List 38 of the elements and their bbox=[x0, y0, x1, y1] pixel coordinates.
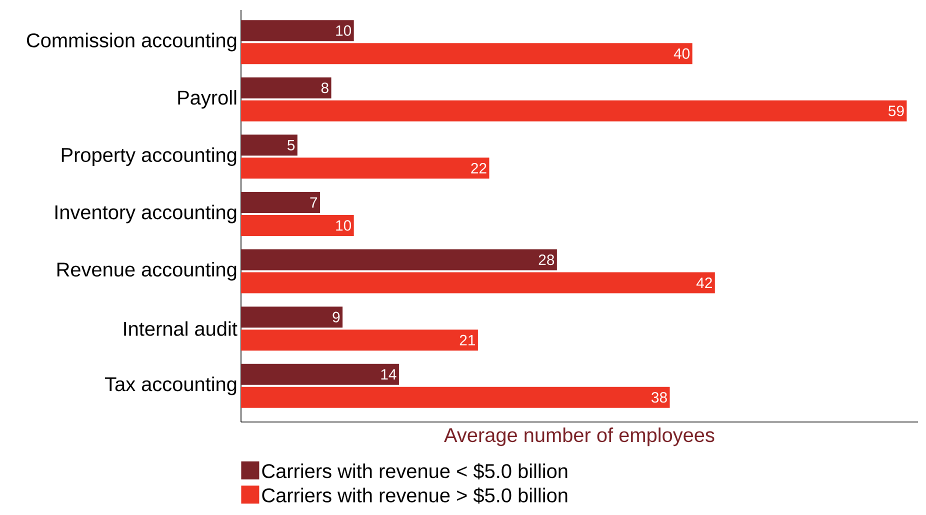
data-label: 59 bbox=[888, 106, 904, 116]
bar bbox=[241, 386, 670, 408]
y-tick-label: Commission accounting bbox=[26, 32, 236, 52]
bar bbox=[241, 158, 490, 179]
bar bbox=[241, 77, 332, 98]
data-label: 9 bbox=[332, 312, 340, 322]
bar bbox=[241, 20, 354, 42]
y-tick-label: Property accounting bbox=[62, 147, 236, 166]
bar bbox=[241, 364, 399, 385]
y-tick-label: Tax accounting bbox=[105, 376, 236, 396]
x-axis-title: Average number of employees bbox=[444, 428, 714, 446]
data-label: 21 bbox=[460, 334, 476, 346]
y-tick-label: Internal audit bbox=[124, 321, 238, 336]
y-tick-label: Inventory accounting bbox=[55, 204, 236, 224]
bar bbox=[241, 100, 907, 122]
legend-label: Carriers with revenue < $5.0 billion bbox=[262, 463, 568, 480]
data-label: 5 bbox=[288, 140, 295, 150]
data-label: 10 bbox=[336, 220, 352, 231]
bar bbox=[241, 214, 354, 236]
bar bbox=[241, 330, 478, 351]
legend-label: Carriers with revenue > $5.0 billion bbox=[262, 487, 568, 504]
data-label: 10 bbox=[336, 25, 352, 36]
y-tick-label: Revenue accounting bbox=[57, 262, 236, 281]
data-label: 28 bbox=[538, 254, 554, 266]
bar bbox=[241, 43, 692, 64]
bar bbox=[241, 249, 557, 270]
data-label: 8 bbox=[321, 82, 328, 94]
data-label: 7 bbox=[310, 197, 318, 208]
bar bbox=[241, 134, 298, 156]
data-label: 40 bbox=[674, 48, 690, 59]
data-label: 14 bbox=[381, 369, 396, 380]
data-label: 38 bbox=[652, 392, 667, 403]
bar bbox=[241, 272, 715, 294]
bar bbox=[241, 192, 320, 213]
data-label: 42 bbox=[696, 278, 712, 288]
y-tick-label: Payroll bbox=[178, 90, 236, 109]
bar bbox=[241, 306, 343, 328]
data-label: 22 bbox=[471, 162, 486, 174]
